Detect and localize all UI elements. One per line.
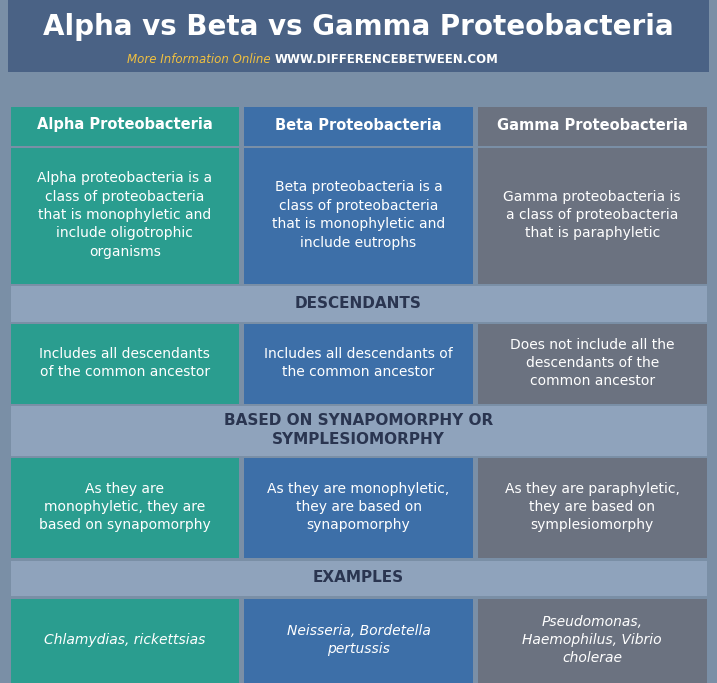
FancyBboxPatch shape <box>478 458 706 558</box>
FancyBboxPatch shape <box>11 324 239 404</box>
FancyBboxPatch shape <box>478 107 706 146</box>
Text: As they are
monophyletic, they are
based on synapomorphy: As they are monophyletic, they are based… <box>39 482 211 533</box>
FancyBboxPatch shape <box>244 324 473 404</box>
Text: BASED ON SYNAPOMORPHY OR
SYMPLESIOMORPHY: BASED ON SYNAPOMORPHY OR SYMPLESIOMORPHY <box>224 413 493 447</box>
Text: More Information Online: More Information Online <box>127 53 275 66</box>
FancyBboxPatch shape <box>478 324 706 404</box>
FancyBboxPatch shape <box>478 598 706 683</box>
FancyBboxPatch shape <box>11 458 239 558</box>
FancyBboxPatch shape <box>11 561 706 596</box>
Text: Alpha vs Beta vs Gamma Proteobacteria: Alpha vs Beta vs Gamma Proteobacteria <box>43 14 674 42</box>
FancyBboxPatch shape <box>11 148 239 284</box>
FancyBboxPatch shape <box>244 598 473 683</box>
Text: DESCENDANTS: DESCENDANTS <box>295 296 422 311</box>
Text: Alpha Proteobacteria: Alpha Proteobacteria <box>37 117 213 133</box>
Text: Includes all descendants
of the common ancestor: Includes all descendants of the common a… <box>39 347 210 379</box>
Text: EXAMPLES: EXAMPLES <box>313 570 404 585</box>
FancyBboxPatch shape <box>244 148 473 284</box>
Text: Neisseria, Bordetella
pertussis: Neisseria, Bordetella pertussis <box>287 624 430 656</box>
Text: Gamma Proteobacteria: Gamma Proteobacteria <box>497 117 688 133</box>
Text: Does not include all the
descendants of the
common ancestor: Does not include all the descendants of … <box>510 337 675 389</box>
FancyBboxPatch shape <box>478 148 706 284</box>
Text: Alpha proteobacteria is a
class of proteobacteria
that is monophyletic and
inclu: Alpha proteobacteria is a class of prote… <box>37 171 212 259</box>
FancyBboxPatch shape <box>11 406 706 456</box>
FancyBboxPatch shape <box>8 0 709 72</box>
FancyBboxPatch shape <box>244 107 473 146</box>
FancyBboxPatch shape <box>11 107 239 146</box>
FancyBboxPatch shape <box>11 286 706 322</box>
Text: Beta proteobacteria is a
class of proteobacteria
that is monophyletic and
includ: Beta proteobacteria is a class of proteo… <box>272 180 445 249</box>
FancyBboxPatch shape <box>244 458 473 558</box>
Text: As they are paraphyletic,
they are based on
symplesiomorphy: As they are paraphyletic, they are based… <box>505 482 680 533</box>
FancyBboxPatch shape <box>11 598 239 683</box>
Text: Includes all descendants of
the common ancestor: Includes all descendants of the common a… <box>264 347 453 379</box>
Text: Chlamydias, rickettsias: Chlamydias, rickettsias <box>44 633 206 647</box>
Text: WWW.DIFFERENCEBETWEEN.COM: WWW.DIFFERENCEBETWEEN.COM <box>275 53 498 66</box>
Text: As they are monophyletic,
they are based on
synapomorphy: As they are monophyletic, they are based… <box>267 482 450 533</box>
Text: Beta Proteobacteria: Beta Proteobacteria <box>275 117 442 133</box>
Text: Pseudomonas,
Haemophilus, Vibrio
cholerae: Pseudomonas, Haemophilus, Vibrio cholera… <box>523 615 662 665</box>
Text: Gamma proteobacteria is
a class of proteobacteria
that is paraphyletic: Gamma proteobacteria is a class of prote… <box>503 190 681 240</box>
